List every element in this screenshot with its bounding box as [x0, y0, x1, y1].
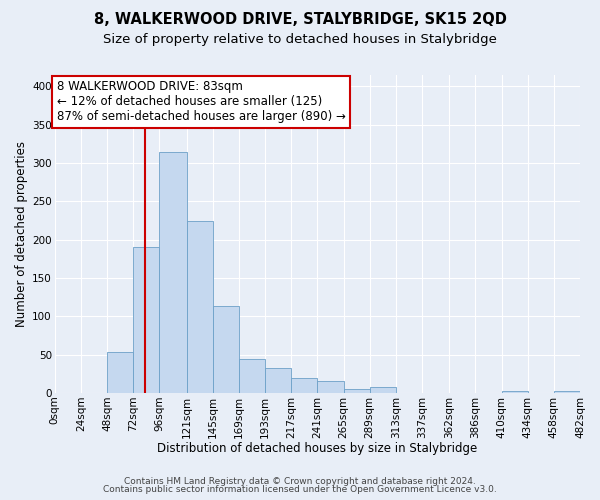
- Bar: [187, 220, 213, 393]
- Bar: [239, 359, 265, 393]
- Bar: [133, 248, 160, 393]
- Bar: [344, 389, 370, 393]
- Text: Contains HM Land Registry data © Crown copyright and database right 2024.: Contains HM Land Registry data © Crown c…: [124, 477, 476, 486]
- X-axis label: Distribution of detached houses by size in Stalybridge: Distribution of detached houses by size …: [157, 442, 478, 455]
- Text: Contains public sector information licensed under the Open Government Licence v3: Contains public sector information licen…: [103, 485, 497, 494]
- Y-axis label: Number of detached properties: Number of detached properties: [15, 141, 28, 327]
- Bar: [160, 152, 187, 393]
- Bar: [265, 368, 291, 393]
- Bar: [213, 306, 239, 393]
- Text: 8 WALKERWOOD DRIVE: 83sqm
← 12% of detached houses are smaller (125)
87% of semi: 8 WALKERWOOD DRIVE: 83sqm ← 12% of detac…: [57, 80, 346, 124]
- Text: Size of property relative to detached houses in Stalybridge: Size of property relative to detached ho…: [103, 32, 497, 46]
- Bar: [554, 390, 580, 393]
- Bar: [291, 378, 317, 393]
- Bar: [107, 352, 133, 393]
- Bar: [370, 387, 396, 393]
- Text: 8, WALKERWOOD DRIVE, STALYBRIDGE, SK15 2QD: 8, WALKERWOOD DRIVE, STALYBRIDGE, SK15 2…: [94, 12, 506, 28]
- Bar: [502, 392, 527, 393]
- Bar: [317, 382, 344, 393]
